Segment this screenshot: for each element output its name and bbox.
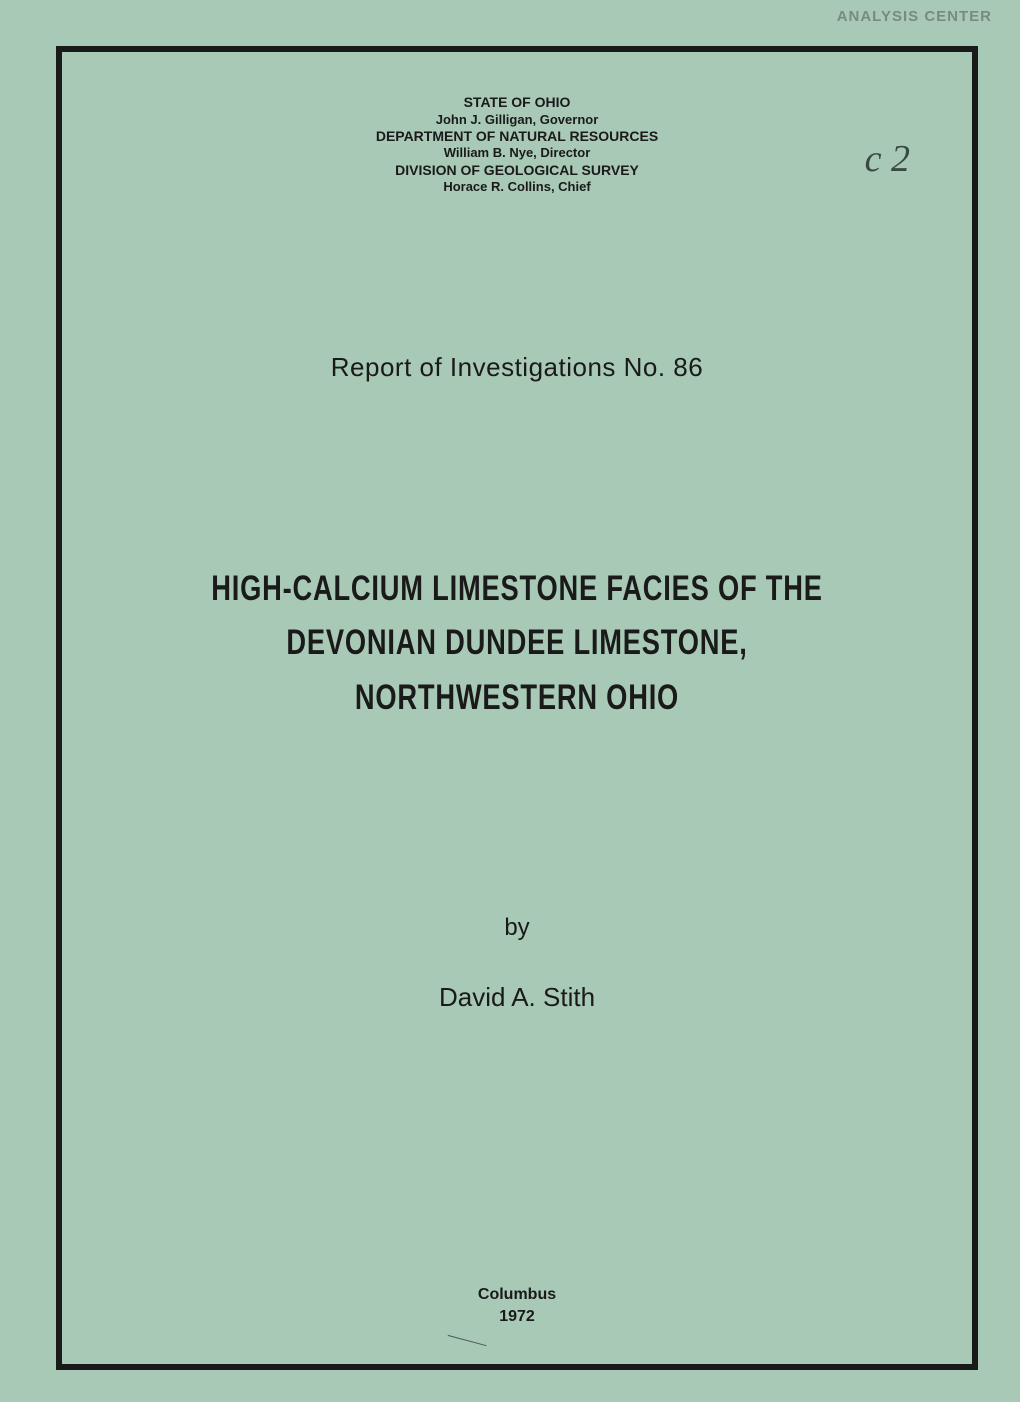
header-state: STATE OF OHIO <box>62 94 972 112</box>
header-department: DEPARTMENT OF NATURAL RESOURCES <box>62 128 972 146</box>
header-chief: Horace R. Collins, Chief <box>62 179 972 195</box>
header-director: William B. Nye, Director <box>62 145 972 161</box>
by-label: by <box>62 914 972 942</box>
publication-year: 1972 <box>62 1308 972 1326</box>
header-division: DIVISION OF GEOLOGICAL SURVEY <box>62 162 972 180</box>
report-number: Report of Investigations No. 86 <box>62 352 972 383</box>
slash-mark <box>447 1335 486 1347</box>
author-name: David A. Stith <box>62 982 972 1013</box>
document-frame: c 2 STATE OF OHIO John J. Gilligan, Gove… <box>56 46 978 1370</box>
publication-location: Columbus <box>62 1286 972 1304</box>
title-line-2: DEVONIAN DUNDEE LIMESTONE, <box>162 616 872 670</box>
title-line-1: HIGH-CALCIUM LIMESTONE FACIES OF THE <box>162 562 872 616</box>
header-governor: John J. Gilligan, Governor <box>62 112 972 128</box>
header-block: STATE OF OHIO John J. Gilligan, Governor… <box>62 94 972 195</box>
main-title: HIGH-CALCIUM LIMESTONE FACIES OF THE DEV… <box>62 562 972 725</box>
title-line-3: NORTHWESTERN OHIO <box>162 671 872 725</box>
corner-stamp: ANALYSIS CENTER <box>837 8 992 25</box>
